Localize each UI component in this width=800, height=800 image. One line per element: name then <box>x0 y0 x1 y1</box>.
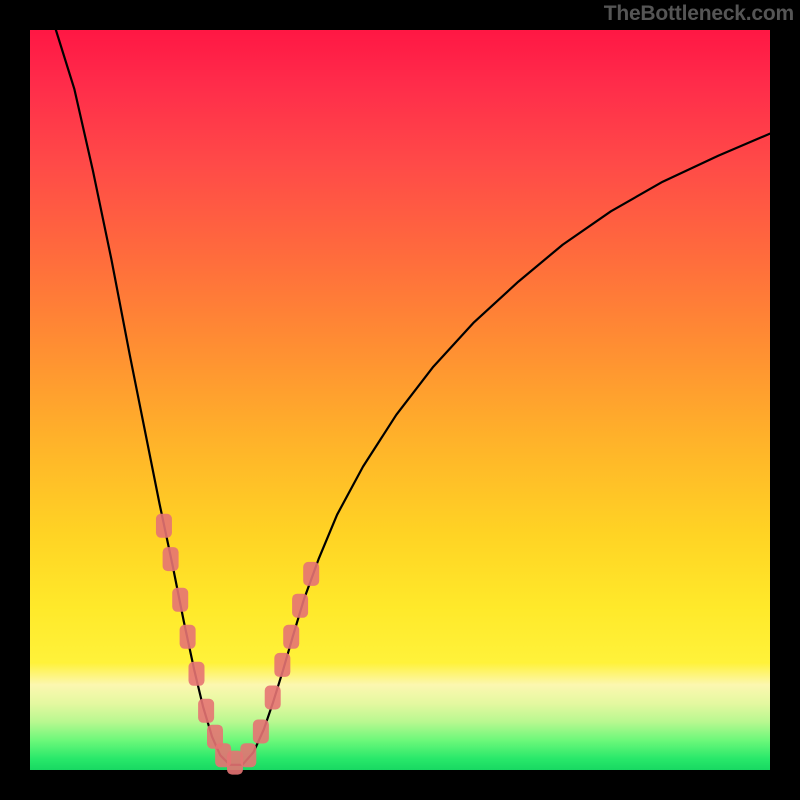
curve-marker <box>303 562 319 586</box>
watermark-text: TheBottleneck.com <box>604 2 794 26</box>
curve-marker <box>292 594 308 618</box>
chart-root: TheBottleneck.com <box>0 0 800 800</box>
curve-marker <box>180 625 196 649</box>
plot-background <box>30 30 770 770</box>
curve-marker <box>283 625 299 649</box>
curve-marker <box>156 514 172 538</box>
curve-marker <box>240 743 256 767</box>
curve-marker <box>163 547 179 571</box>
curve-marker <box>189 662 205 686</box>
curve-marker <box>253 720 269 744</box>
chart-svg <box>0 0 800 800</box>
curve-marker <box>274 653 290 677</box>
curve-marker <box>172 588 188 612</box>
curve-marker <box>265 685 281 709</box>
curve-marker <box>198 699 214 723</box>
